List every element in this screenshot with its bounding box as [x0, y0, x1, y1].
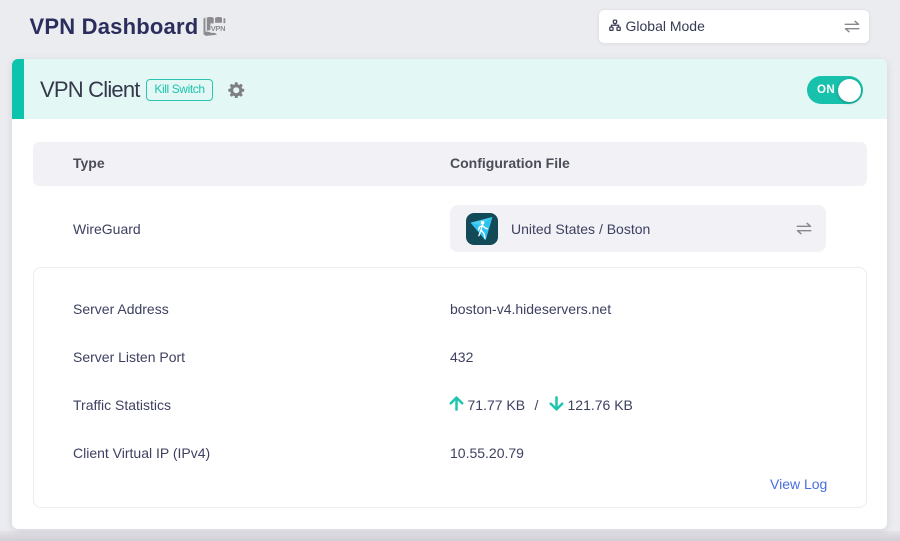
- svg-text:VPN: VPN: [210, 24, 225, 33]
